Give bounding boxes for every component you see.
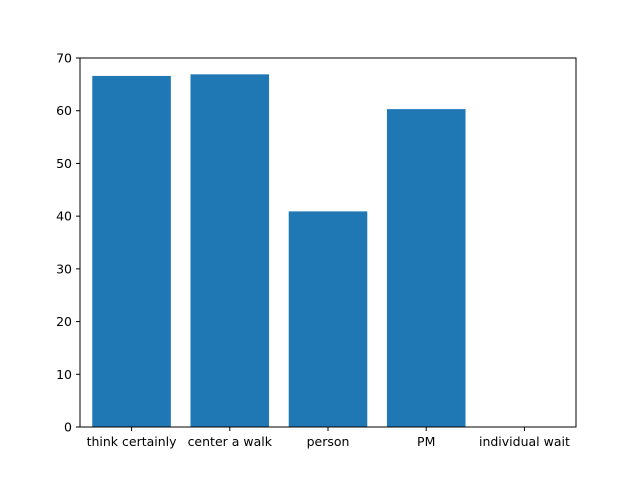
y-tick-label: 50 <box>56 156 72 171</box>
x-axis: think certainly center a walk person PM indi… <box>87 427 570 449</box>
y-tick-label: 20 <box>56 314 72 329</box>
x-tick-label: PM <box>417 434 435 449</box>
y-tick-label: 30 <box>56 261 72 276</box>
bar <box>190 74 270 427</box>
plot-frame <box>79 57 577 428</box>
y-tick-label: 60 <box>56 103 72 118</box>
y-tick-label: 0 <box>64 420 72 435</box>
bars-group <box>92 74 466 428</box>
y-tick-label: 70 <box>56 51 72 66</box>
y-axis: 0 10 20 30 40 50 60 70 <box>56 51 80 435</box>
y-tick-label: 40 <box>56 209 72 224</box>
bar <box>386 109 466 427</box>
y-tick-label: 10 <box>56 367 72 382</box>
x-tick-label: individual wait <box>479 434 570 449</box>
x-tick-label: center a walk <box>188 434 273 449</box>
bar <box>288 211 368 427</box>
bar <box>92 75 171 428</box>
x-tick-label: person <box>307 434 350 449</box>
x-tick-label: think certainly <box>87 434 178 449</box>
